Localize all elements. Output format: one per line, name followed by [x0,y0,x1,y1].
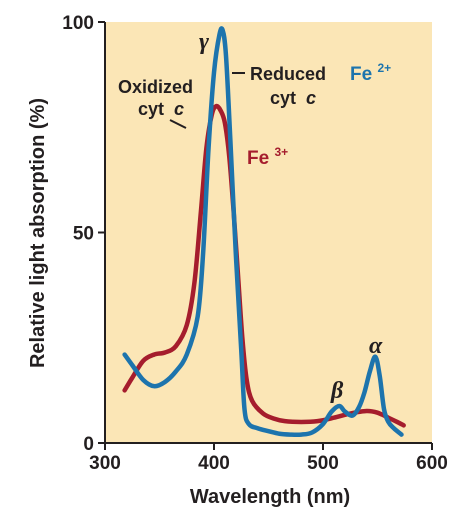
x-tick-label: 600 [416,453,448,474]
fe2-ion-label: Fe 2+ [350,61,391,85]
beta-peak-label: β [330,378,344,404]
oxidized-c-letter: c [174,99,184,119]
fe3-element: Fe [247,148,269,169]
reduced-cyt-word: cyt [270,88,296,108]
oxidized-leader-line [169,119,187,129]
alpha-peak-label: α [369,333,383,359]
y-tick-label: 100 [62,13,94,34]
fe2-charge: 2+ [377,61,391,75]
fe3-charge: 3+ [274,145,288,159]
x-axis-title: Wavelength (nm) [190,486,350,508]
tick-layer: 300 400 500 600 0 50 100 [62,13,448,474]
series-line-0 [122,26,404,438]
x-tick-label: 300 [89,453,121,474]
oxidized-cyt-word: cyt [138,99,164,119]
axes-layer [104,22,432,444]
reduced-label-line1: Reduced [250,64,326,84]
x-tick-label: 400 [198,453,230,474]
y-tick-label: 50 [73,224,94,245]
oxidized-label-line2: cyt c [138,99,184,119]
x-tick-label: 500 [307,453,339,474]
y-axis-title: Relative light absorption (%) [27,98,49,368]
reduced-label-line2: cyt c [270,88,316,108]
fe2-element: Fe [350,64,372,85]
series-layer [122,26,406,438]
oxidized-label-line1: Oxidized [118,77,193,97]
gamma-peak-label: γ [199,29,209,55]
reduced-c-letter: c [306,88,316,108]
fe3-ion-label: Fe 3+ [247,145,288,169]
y-tick-label: 0 [83,434,94,455]
